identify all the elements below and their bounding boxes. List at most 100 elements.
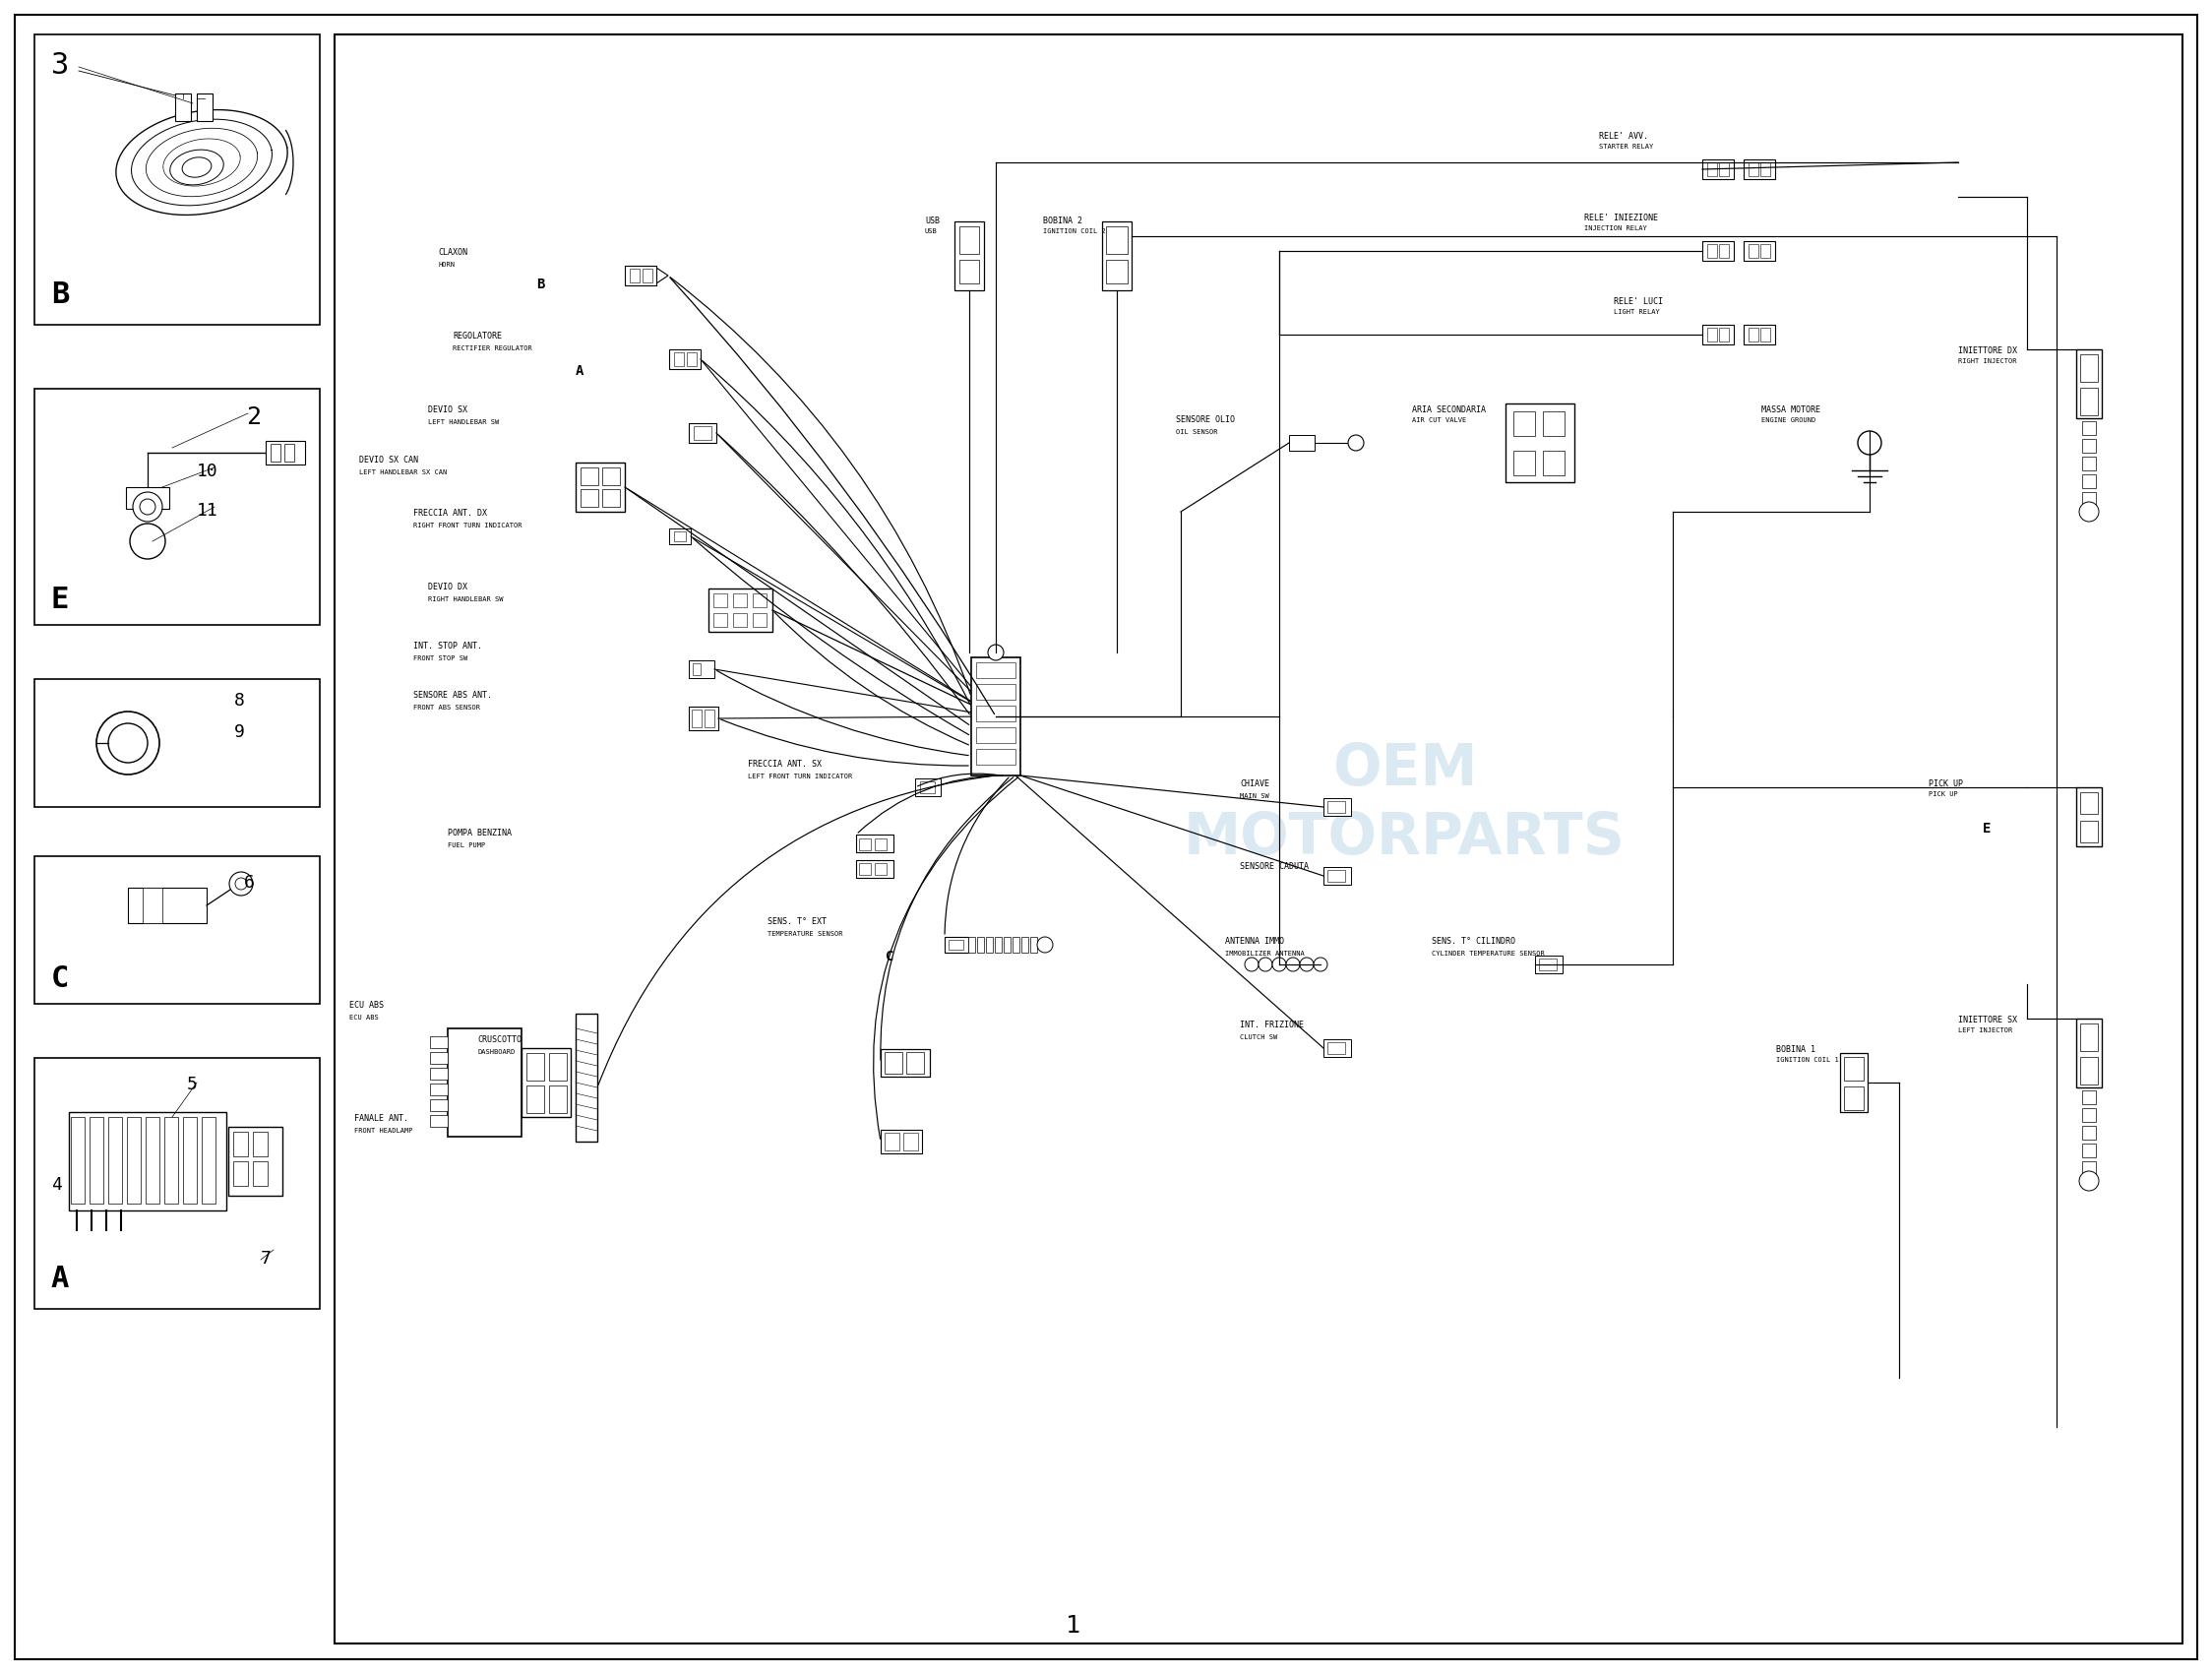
Bar [2081,422,2097,435]
Bar [2077,787,2101,847]
Bar [1708,162,1717,176]
Text: CRUSCOTTO: CRUSCOTTO [478,1035,522,1045]
Bar [1013,937,1020,953]
Bar [1544,450,1564,475]
Circle shape [139,499,155,514]
Bar [429,1100,447,1112]
Bar [549,1053,566,1081]
Bar [88,1117,104,1204]
Text: A: A [51,1264,69,1292]
Text: ENGINE GROUND: ENGINE GROUND [1761,417,1816,424]
Text: SENSORE OLIO: SENSORE OLIO [1177,415,1234,424]
Bar [688,424,717,444]
Bar [1513,412,1535,435]
Text: RECTIFIER REGULATOR: RECTIFIER REGULATOR [453,345,533,352]
Bar [2077,350,2101,418]
Bar [1106,226,1128,254]
Text: B: B [51,281,69,310]
Text: IGNITION COIL 2: IGNITION COIL 2 [1044,228,1106,234]
Bar [953,221,984,290]
Bar [688,706,719,730]
Bar [960,226,980,254]
Bar [285,444,294,462]
Text: TEMPERATURE SENSOR: TEMPERATURE SENSOR [768,931,843,937]
Bar [975,727,1015,743]
Bar [1743,241,1774,261]
Bar [630,268,639,283]
Bar [695,427,712,440]
Text: CHIAVE: CHIAVE [1239,780,1270,788]
Text: CLUTCH SW: CLUTCH SW [1239,1035,1279,1040]
Text: E: E [51,586,69,614]
Bar [580,489,597,507]
Bar [1327,1043,1345,1055]
Text: C: C [51,964,69,993]
Bar [2081,1162,2097,1175]
Bar [856,860,894,877]
Bar [429,1115,447,1127]
Bar [128,887,206,922]
Bar [1506,403,1575,482]
Bar [752,593,768,608]
Bar [175,94,190,121]
Bar [978,937,984,953]
Text: SENSORE CADUTA: SENSORE CADUTA [1239,862,1310,870]
Bar [1761,328,1770,341]
Bar [874,864,887,876]
Bar [1102,221,1133,290]
Text: INT. FRIZIONE: INT. FRIZIONE [1239,1021,1303,1030]
Text: FRONT ABS SENSOR: FRONT ABS SENSOR [414,705,480,710]
Bar [1703,241,1734,261]
Bar [1719,244,1730,258]
Text: LEFT HANDLEBAR SW: LEFT HANDLEBAR SW [429,418,500,425]
Bar [1703,159,1734,179]
Bar [885,1051,902,1073]
Bar [1513,450,1535,475]
Circle shape [234,877,248,889]
Text: INJECTION RELAY: INJECTION RELAY [1584,226,1648,231]
Bar [526,1085,544,1113]
Bar [35,855,321,1004]
Text: FRONT STOP SW: FRONT STOP SW [414,656,467,661]
Bar [960,259,980,283]
Bar [858,864,872,876]
Bar [971,658,1020,775]
Bar [880,1050,929,1076]
Text: FRECCIA ANT. SX: FRECCIA ANT. SX [748,760,821,768]
Bar [144,887,161,922]
Bar [732,593,748,608]
Bar [2079,820,2097,842]
Bar [856,835,894,852]
Text: RIGHT HANDLEBAR SW: RIGHT HANDLEBAR SW [429,596,504,603]
Bar [714,593,728,608]
Text: STARTER RELAY: STARTER RELAY [1599,144,1652,149]
Bar [1719,162,1730,176]
Text: IMMOBILIZER ANTENNA: IMMOBILIZER ANTENNA [1225,951,1305,956]
Text: 2: 2 [246,405,261,429]
Bar [526,1053,544,1081]
Bar [902,1133,918,1150]
Bar [108,1117,122,1204]
Text: 5: 5 [188,1076,197,1093]
Circle shape [2079,502,2099,522]
Text: B: B [535,278,544,291]
Bar [987,937,993,953]
Text: 4: 4 [51,1177,62,1194]
Text: AIR CUT VALVE: AIR CUT VALVE [1411,417,1467,424]
Bar [2079,1023,2097,1051]
Bar [1323,1040,1352,1056]
Bar [270,444,281,462]
Bar [1761,244,1770,258]
Bar [945,937,969,953]
Bar [949,939,962,949]
Circle shape [1245,958,1259,971]
Text: SENS. T° CILINDRO: SENS. T° CILINDRO [1431,937,1515,946]
Bar [2081,1090,2097,1105]
Bar [624,266,657,285]
Text: C: C [885,949,894,964]
Text: BOBINA 2: BOBINA 2 [1044,216,1082,226]
Text: FUEL PUMP: FUEL PUMP [447,842,484,849]
Bar [668,350,701,368]
Circle shape [1272,958,1285,971]
Bar [714,613,728,626]
